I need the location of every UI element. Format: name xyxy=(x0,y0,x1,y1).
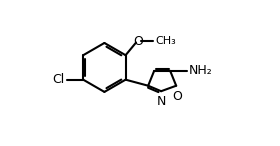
Text: Cl: Cl xyxy=(52,73,64,86)
Text: CH₃: CH₃ xyxy=(155,36,176,46)
Text: N: N xyxy=(157,95,166,108)
Text: O: O xyxy=(172,90,182,103)
Text: O: O xyxy=(133,35,143,48)
Text: NH₂: NH₂ xyxy=(189,64,213,77)
